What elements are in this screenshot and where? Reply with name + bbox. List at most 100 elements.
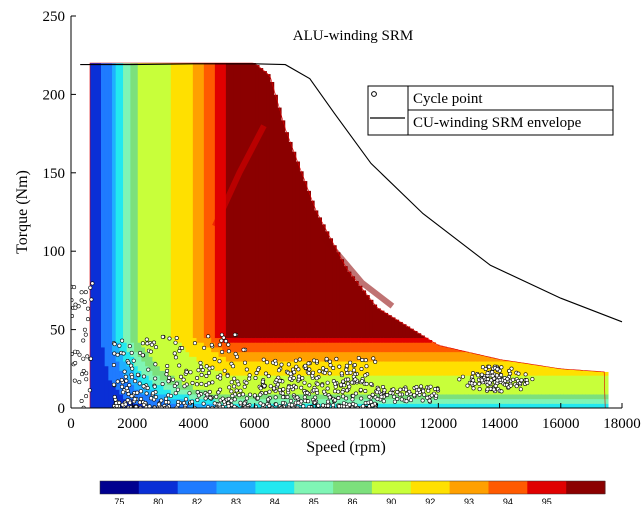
contour-cell: [277, 337, 282, 343]
cycle-point: [395, 389, 400, 394]
contour-cell: [284, 375, 289, 395]
cycle-point: [77, 352, 82, 357]
cycle-point: [345, 370, 350, 375]
contour-cell: [255, 375, 260, 395]
contour-cell: [398, 398, 403, 404]
cycle-point: [123, 402, 128, 407]
contour-cell: [255, 398, 260, 404]
contour-cell: [604, 375, 609, 395]
contour-cell: [130, 384, 135, 400]
cycle-point: [293, 358, 298, 363]
contour-cell: [387, 360, 392, 376]
contour-cell: [222, 342, 227, 353]
contour-cell: [376, 351, 381, 362]
contour-cell: [306, 393, 311, 400]
contour-cell: [185, 389, 190, 395]
contour-cell: [457, 351, 462, 362]
contour-cell: [225, 337, 231, 343]
contour-cell: [225, 360, 231, 376]
contour-cell: [233, 393, 238, 400]
contour-cell: [288, 360, 293, 376]
contour-cell: [240, 393, 245, 400]
contour-cell: [222, 375, 227, 395]
contour-cell: [295, 342, 300, 353]
contour-cell: [604, 403, 609, 408]
cycle-point: [324, 356, 329, 361]
cycle-point: [326, 403, 331, 408]
contour-cell: [402, 351, 407, 362]
contour-cell: [203, 398, 209, 404]
contour-cell: [582, 398, 587, 404]
cycle-point: [196, 393, 201, 398]
cycle-point: [227, 385, 232, 390]
contour-cell: [343, 266, 348, 339]
contour-cell: [405, 342, 411, 353]
contour-cell: [413, 375, 418, 395]
cycle-point: [238, 388, 243, 393]
contour-cell: [325, 375, 330, 395]
cycle-point: [129, 350, 134, 355]
cycle-point: [244, 380, 249, 385]
cycle-point: [260, 379, 265, 384]
contour-cell: [321, 393, 326, 400]
contour-cell: [416, 403, 422, 408]
cycle-point: [138, 389, 143, 394]
contour-cell: [369, 351, 374, 362]
contour-cell: [402, 403, 407, 408]
colorbar-frame: [99, 480, 606, 495]
contour-cell: [361, 360, 367, 376]
contour-cell: [394, 342, 400, 353]
contour-cell: [501, 398, 506, 404]
contour-cell: [314, 360, 319, 376]
cycle-point: [336, 395, 341, 400]
contour-cell: [189, 63, 194, 357]
contour-cell: [376, 337, 381, 343]
contour-cell: [604, 398, 609, 404]
contour-cell: [214, 370, 220, 395]
contour-cell: [413, 351, 418, 362]
cycle-point: [159, 398, 164, 403]
contour-cell: [431, 393, 436, 400]
contour-cell: [365, 295, 370, 339]
contour-cell: [262, 337, 267, 343]
cycle-point: [523, 372, 528, 377]
contour-cell: [137, 389, 142, 404]
cycle-point: [296, 367, 301, 372]
contour-cell: [530, 398, 536, 404]
cycle-point: [382, 388, 387, 393]
contour-cell: [545, 366, 550, 376]
contour-cell: [314, 337, 319, 343]
cycle-point: [327, 371, 332, 376]
cycle-point: [199, 381, 204, 386]
contour-cell: [589, 370, 594, 376]
contour-cell: [137, 356, 142, 371]
cycle-point: [76, 304, 81, 309]
contour-cell: [347, 360, 352, 376]
contour-cell: [409, 328, 414, 339]
contour-cell: [343, 398, 348, 404]
contour-cell: [277, 398, 282, 404]
contour-cell: [203, 63, 209, 339]
y-tick-label: 150: [43, 166, 66, 182]
contour-cell: [405, 351, 411, 362]
contour-cell: [347, 271, 352, 339]
contour-cell: [516, 403, 521, 408]
contour-cell: [130, 342, 135, 357]
contour-cell: [372, 375, 378, 395]
y-tick-label: 50: [50, 323, 65, 339]
cycle-point: [88, 356, 93, 361]
contour-cell: [156, 393, 161, 400]
cycle-point: [258, 392, 263, 397]
cycle-point: [483, 366, 488, 371]
contour-cell: [519, 403, 525, 408]
contour-cell: [284, 132, 289, 339]
cycle-point: [120, 384, 125, 389]
contour-cell: [424, 351, 429, 362]
cycle-point: [242, 401, 247, 406]
contour-cell: [350, 337, 356, 343]
contour-cell: [240, 342, 245, 353]
contour-cell: [380, 310, 385, 339]
contour-cell: [387, 342, 392, 353]
contour-cell: [549, 398, 554, 404]
cycle-point: [184, 397, 189, 402]
